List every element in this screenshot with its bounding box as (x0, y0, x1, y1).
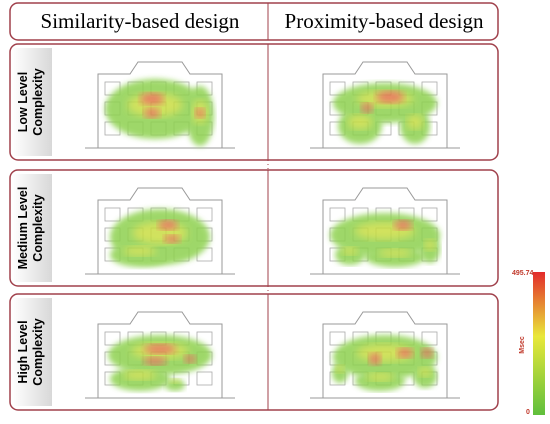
colorbar-min: 0 (526, 409, 530, 416)
heat-mid (424, 239, 436, 251)
row-label: High Level (16, 320, 30, 383)
heat-mid (169, 378, 181, 384)
heat-mid (406, 114, 424, 130)
heat-mid (366, 373, 394, 381)
window (104, 207, 121, 222)
heat-high (144, 108, 160, 118)
colorbar (533, 272, 545, 415)
row-label: Low Level (16, 72, 30, 132)
heat-mid (347, 114, 373, 130)
heatmap (332, 335, 437, 391)
row-label: Complexity (31, 318, 45, 385)
row-label-panel (12, 48, 52, 156)
row-label: Complexity (31, 194, 45, 261)
row-box (9, 169, 499, 287)
row-label-panel (12, 298, 52, 406)
heat-high (394, 220, 412, 230)
heat-high (184, 355, 196, 363)
heatmap (105, 79, 214, 146)
window (329, 331, 346, 346)
header-box (9, 2, 499, 41)
column-header: Similarity-based design (41, 9, 240, 33)
heat-high (143, 357, 167, 365)
heat-high (158, 220, 178, 230)
heat-high (376, 91, 404, 103)
heat-mid (378, 249, 412, 257)
building-outline (310, 61, 460, 149)
window (196, 207, 213, 222)
heatmap (330, 213, 440, 267)
building-outline (85, 311, 235, 399)
building-outline (310, 187, 460, 275)
row-label: Complexity (31, 68, 45, 135)
heat-high (369, 353, 381, 365)
heat-high (140, 93, 164, 105)
window (421, 331, 438, 346)
window (421, 207, 438, 222)
building-outline (85, 187, 235, 275)
window (104, 331, 121, 346)
heat-mid (341, 247, 359, 255)
heat-high (397, 348, 413, 358)
heat-mid (123, 246, 157, 256)
heat-high (164, 235, 180, 243)
row-label: Medium Level (16, 187, 30, 270)
row-label-panel (12, 174, 52, 282)
colorbar-max: 495.74 (512, 270, 534, 277)
heat-mid (123, 370, 157, 380)
building-outline (310, 311, 460, 399)
colorbar-unit: Msec (519, 336, 526, 354)
window (329, 207, 346, 222)
heat-high (421, 348, 433, 358)
heat-high (144, 344, 176, 354)
heatmap (110, 209, 210, 267)
row-box (9, 293, 499, 411)
heat-low (165, 379, 185, 391)
heatmap (108, 335, 212, 391)
building-outline (85, 61, 235, 149)
heat-high (361, 103, 373, 113)
heat-mid (335, 365, 345, 373)
row-box (9, 43, 499, 161)
column-header: Proximity-based design (285, 9, 484, 33)
heat-mid (418, 367, 432, 377)
window (196, 371, 213, 386)
heat-high (195, 108, 205, 118)
heatmap (333, 83, 437, 144)
